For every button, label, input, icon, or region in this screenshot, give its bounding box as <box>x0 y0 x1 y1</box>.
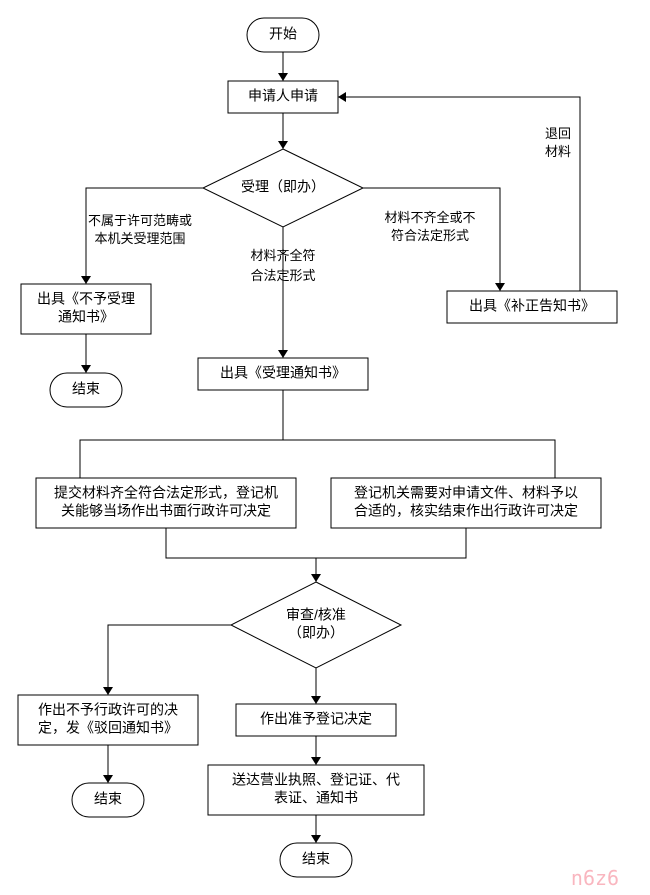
edge-label-incomplete: 符合法定形式 <box>391 228 469 243</box>
node-accept-label: 受理（即办） <box>241 179 325 195</box>
edge-label-complete: 材料齐全符 <box>250 248 315 263</box>
node-end1-label: 结束 <box>72 381 100 397</box>
edge-label-complete: 合法定形式 <box>250 268 315 283</box>
node-end3-label: 结束 <box>302 851 330 867</box>
node-approve: 作出准予登记决定 <box>236 704 396 736</box>
node-correct-label: 出具《补正告知书》 <box>469 298 595 314</box>
node-deliver-label: 表证、通知书 <box>274 790 358 806</box>
node-opt_left-label: 提交材料齐全符合法定形式，登记机 <box>54 485 278 501</box>
node-approve-label: 作出准予登记决定 <box>260 711 372 727</box>
node-accept_doc-label: 出具《受理通知书》 <box>220 365 346 381</box>
node-correct: 出具《补正告知书》 <box>447 291 617 323</box>
node-deliver: 送达营业执照、登记证、代表证、通知书 <box>208 765 424 815</box>
node-deliver-label: 送达营业执照、登记证、代 <box>232 772 400 788</box>
node-start-label: 开始 <box>269 26 297 42</box>
node-opt_right-label: 登记机关需要对申请文件、材料予以 <box>354 485 578 501</box>
node-accept: 受理（即办） <box>203 149 363 227</box>
flowchart-canvas: 开始申请人申请受理（即办） 出具《不予受理通知书》结束 出具《补正告知书》出具《受理… <box>0 0 650 895</box>
node-reject_doc-label: 出具《不予受理 <box>37 291 135 307</box>
node-opt_right: 登记机关需要对申请文件、材料予以合适的，核实结束作出行政许可决定 <box>331 478 601 528</box>
node-apply: 申请人申请 <box>228 81 338 113</box>
node-opt_left-label: 关能够当场作出书面行政许可决定 <box>61 503 271 519</box>
node-accept_doc: 出具《受理通知书》 <box>198 358 368 390</box>
node-start: 开始 <box>247 18 319 52</box>
node-deny-label: 定，发《驳回通知书》 <box>38 720 178 736</box>
node-review-label: 审查/核准 <box>286 607 346 623</box>
node-opt_right-label: 合适的，核实结束作出行政许可决定 <box>354 503 578 519</box>
node-end2-label: 结束 <box>94 791 122 807</box>
node-deny: 作出不予行政许可的决定，发《驳回通知书》 <box>18 695 198 745</box>
node-review-label: （即办） <box>288 625 344 641</box>
watermark: n6z6 <box>571 866 619 890</box>
node-opt_left: 提交材料齐全符合法定形式，登记机关能够当场作出书面行政许可决定 <box>36 478 296 528</box>
edge-label-not_scope: 不属于许可范畴或 <box>88 213 192 228</box>
edge-label-not_scope: 本机关受理范围 <box>94 231 185 246</box>
edge-label-return: 材料 <box>545 144 571 159</box>
node-reject_doc-label: 通知书》 <box>58 309 114 325</box>
node-apply-label: 申请人申请 <box>248 88 318 104</box>
node-end1: 结束 <box>50 373 122 407</box>
node-end2: 结束 <box>72 783 144 817</box>
node-end3: 结束 <box>280 843 352 877</box>
node-deny-label: 作出不予行政许可的决 <box>38 702 178 718</box>
edge-label-return: 退回 <box>545 126 571 141</box>
edge-label-incomplete: 材料不齐全或不 <box>384 210 475 225</box>
node-review: 审查/核准 （即办） <box>231 582 401 668</box>
node-reject_doc: 出具《不予受理通知书》 <box>21 284 151 334</box>
